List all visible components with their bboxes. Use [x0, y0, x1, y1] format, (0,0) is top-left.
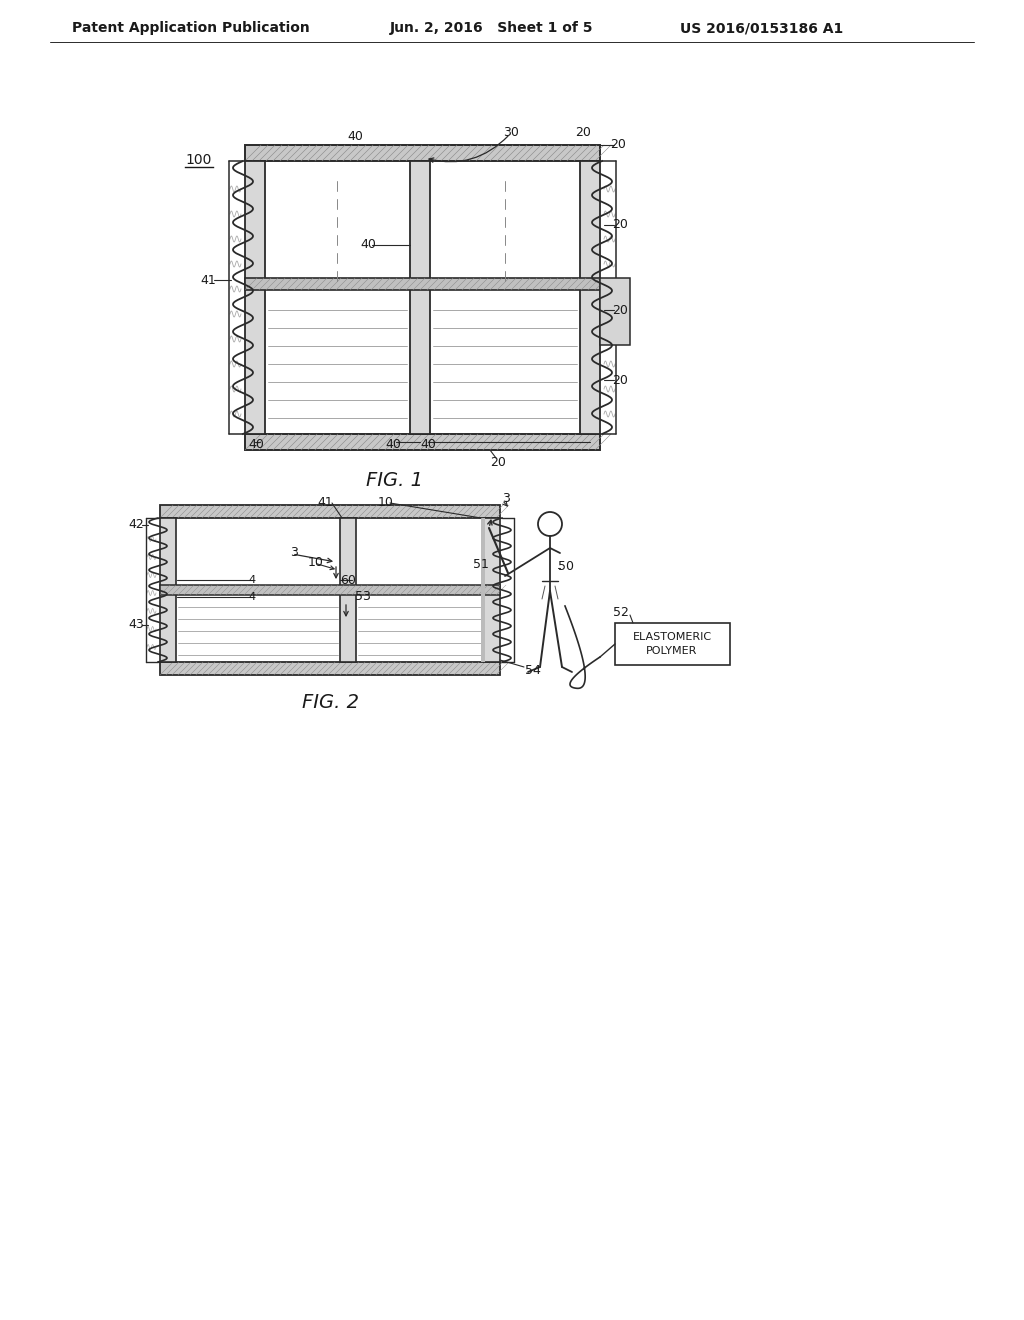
- Bar: [160, 517, 176, 663]
- Text: 41: 41: [317, 495, 333, 508]
- Text: 51: 51: [473, 557, 488, 570]
- Text: 60: 60: [340, 573, 356, 586]
- Text: 10: 10: [308, 556, 324, 569]
- Text: 20: 20: [610, 139, 626, 152]
- Text: 3: 3: [502, 491, 510, 504]
- Text: 4: 4: [248, 591, 255, 602]
- Bar: [615, 623, 730, 665]
- Text: Jun. 2, 2016   Sheet 1 of 5: Jun. 2, 2016 Sheet 1 of 5: [390, 21, 594, 36]
- Text: 20: 20: [612, 219, 628, 231]
- Text: 40: 40: [347, 131, 362, 144]
- Bar: [245, 161, 265, 434]
- Bar: [580, 161, 600, 434]
- Text: 52: 52: [613, 606, 629, 619]
- Text: FIG. 2: FIG. 2: [301, 693, 358, 711]
- Bar: [245, 279, 600, 290]
- Bar: [340, 517, 356, 663]
- Bar: [410, 161, 430, 434]
- Bar: [160, 585, 500, 595]
- Text: 54: 54: [525, 664, 541, 676]
- Text: 20: 20: [490, 455, 506, 469]
- Text: 42: 42: [128, 519, 143, 532]
- Bar: [160, 506, 500, 517]
- Bar: [160, 663, 500, 675]
- Bar: [484, 517, 500, 663]
- Text: 100: 100: [185, 153, 211, 168]
- Text: 50: 50: [558, 560, 574, 573]
- Text: POLYMER: POLYMER: [646, 645, 697, 656]
- Text: 30: 30: [503, 125, 519, 139]
- Text: FIG. 1: FIG. 1: [367, 470, 424, 490]
- Text: Patent Application Publication: Patent Application Publication: [72, 21, 309, 36]
- Text: 20: 20: [575, 125, 591, 139]
- Text: 53: 53: [355, 590, 371, 603]
- Text: 41: 41: [200, 273, 216, 286]
- Text: 40: 40: [420, 437, 436, 450]
- Text: 3: 3: [290, 545, 298, 558]
- Text: 40: 40: [248, 437, 264, 450]
- Bar: [600, 279, 630, 345]
- Bar: [245, 145, 600, 161]
- Text: 40: 40: [360, 239, 376, 252]
- Text: 4: 4: [248, 576, 255, 585]
- Text: ELASTOMERIC: ELASTOMERIC: [633, 632, 712, 642]
- Text: US 2016/0153186 A1: US 2016/0153186 A1: [680, 21, 843, 36]
- Text: 43: 43: [128, 619, 143, 631]
- Text: 20: 20: [612, 374, 628, 387]
- Text: 20: 20: [612, 304, 628, 317]
- Bar: [481, 517, 485, 663]
- Bar: [245, 434, 600, 450]
- Text: 10: 10: [378, 495, 394, 508]
- Text: 40: 40: [385, 437, 400, 450]
